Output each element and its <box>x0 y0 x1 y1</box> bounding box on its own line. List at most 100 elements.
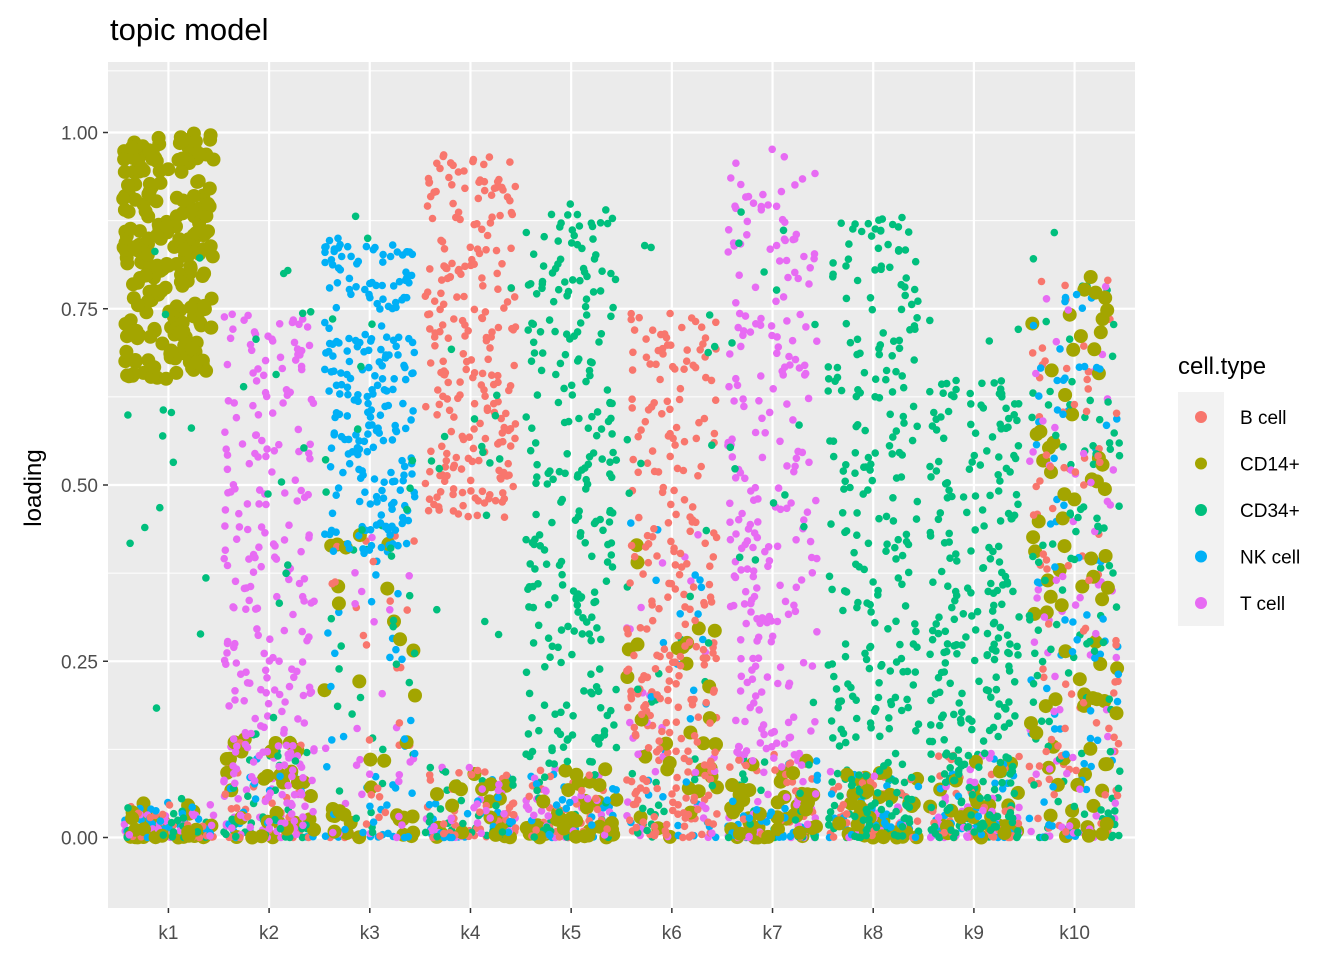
data-point <box>940 828 949 837</box>
data-point <box>1114 670 1123 679</box>
data-point <box>1083 375 1091 384</box>
data-point <box>220 777 228 786</box>
data-point <box>1010 451 1018 460</box>
data-point <box>323 763 331 771</box>
data-point <box>627 309 635 318</box>
data-point <box>1032 369 1040 378</box>
data-point <box>928 737 937 746</box>
data-point <box>682 794 690 802</box>
data-point <box>474 194 483 203</box>
data-point <box>392 660 401 668</box>
data-point <box>1092 629 1100 638</box>
data-point <box>324 347 333 356</box>
data-point <box>273 592 281 601</box>
data-point <box>555 561 564 569</box>
data-point <box>479 448 487 457</box>
data-point <box>950 615 959 624</box>
data-point <box>1049 783 1057 791</box>
data-point <box>276 772 284 781</box>
data-point <box>1112 653 1121 662</box>
data-point <box>865 815 873 824</box>
data-point <box>332 337 341 346</box>
data-point <box>533 786 541 795</box>
data-point <box>387 501 396 509</box>
data-point <box>274 752 282 760</box>
data-point <box>802 323 810 331</box>
data-point <box>152 807 160 815</box>
data-point <box>744 192 753 201</box>
data-point <box>404 516 413 525</box>
data-point <box>629 455 637 464</box>
data-point <box>707 623 722 638</box>
data-point <box>631 789 639 798</box>
data-point <box>630 723 639 732</box>
data-point <box>631 800 640 808</box>
data-point <box>332 381 341 390</box>
data-point <box>240 316 248 325</box>
data-point <box>733 826 747 841</box>
data-point <box>457 465 466 473</box>
data-point <box>430 297 439 306</box>
data-point <box>325 236 334 245</box>
data-point <box>968 725 976 734</box>
data-point <box>854 598 862 607</box>
data-point <box>305 633 313 641</box>
x-tick-label: k8 <box>863 923 883 944</box>
data-point <box>737 544 746 553</box>
data-point <box>680 437 689 446</box>
data-point <box>291 356 300 364</box>
data-point <box>439 392 447 401</box>
data-point <box>726 763 734 771</box>
data-point <box>426 325 434 333</box>
data-point <box>592 517 600 526</box>
data-point <box>639 570 647 578</box>
data-point <box>344 435 353 444</box>
data-point <box>392 833 401 842</box>
data-point <box>445 798 460 813</box>
data-point <box>156 817 165 825</box>
data-point <box>290 790 299 799</box>
data-point <box>687 577 695 585</box>
data-point <box>852 422 860 431</box>
data-point <box>1104 732 1112 741</box>
data-point <box>667 500 675 509</box>
data-point <box>1111 799 1120 807</box>
data-point <box>328 315 337 323</box>
data-point <box>467 356 476 364</box>
data-point <box>347 252 355 261</box>
data-point <box>426 265 434 273</box>
data-point <box>272 370 280 379</box>
data-point <box>124 140 139 155</box>
data-point <box>379 494 388 503</box>
data-point <box>291 757 300 765</box>
data-point <box>659 793 667 801</box>
data-point <box>298 658 307 666</box>
data-point <box>364 780 379 795</box>
data-point <box>642 353 651 362</box>
data-point <box>811 718 819 726</box>
data-point <box>837 386 846 395</box>
data-point <box>736 687 745 695</box>
data-point <box>694 610 702 618</box>
data-point <box>643 625 651 633</box>
data-point <box>430 787 444 802</box>
data-point <box>285 521 293 529</box>
data-point <box>834 782 843 791</box>
data-point <box>868 305 877 314</box>
data-point <box>732 159 740 167</box>
data-point <box>1032 770 1040 778</box>
data-point <box>351 600 359 608</box>
data-point <box>700 414 709 423</box>
data-point <box>1079 449 1088 458</box>
data-point <box>359 631 368 640</box>
data-point <box>680 822 689 831</box>
data-point <box>806 264 814 272</box>
data-point <box>440 432 449 441</box>
data-point <box>169 809 178 818</box>
data-point <box>663 685 672 694</box>
y-axis: 0.000.250.500.751.00 <box>61 124 108 850</box>
data-point <box>689 361 697 370</box>
data-point <box>730 397 738 405</box>
data-point <box>377 753 392 768</box>
data-point <box>852 392 861 401</box>
